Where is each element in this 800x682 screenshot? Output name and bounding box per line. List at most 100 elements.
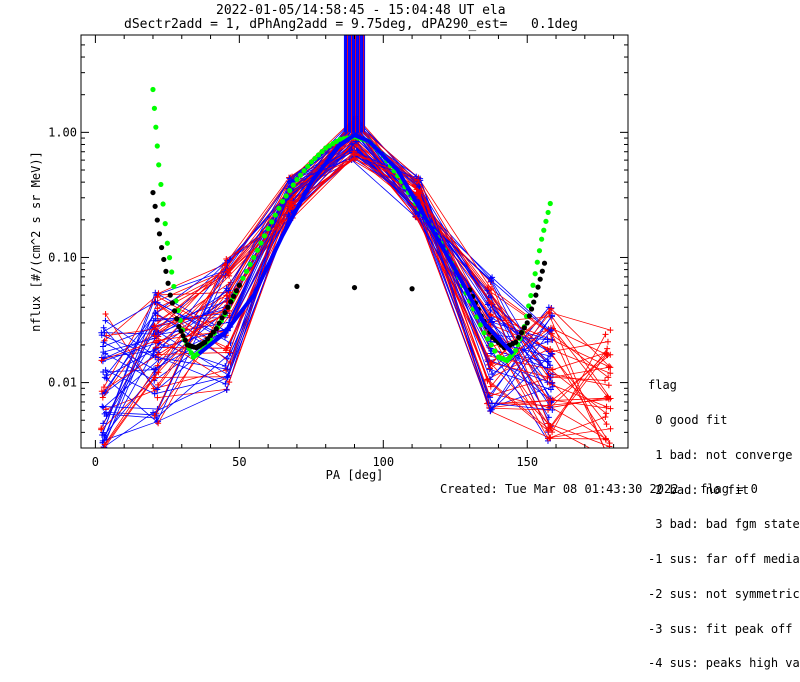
spectrum-point bbox=[605, 396, 612, 403]
y-tick-label: 0.10 bbox=[48, 250, 77, 264]
spectrum-point bbox=[98, 329, 105, 336]
spectrum-point bbox=[99, 343, 106, 350]
spectrum-point bbox=[150, 317, 157, 324]
spectrum-point bbox=[101, 410, 108, 417]
spectrum-point bbox=[100, 429, 107, 436]
fit-point bbox=[531, 299, 537, 305]
spectrum-point bbox=[547, 402, 554, 409]
fit-point bbox=[240, 275, 246, 281]
fit-point bbox=[158, 181, 164, 188]
fit-point bbox=[283, 193, 289, 199]
spectrum-point bbox=[99, 437, 106, 444]
spectrum-point bbox=[151, 412, 158, 419]
spectrum-point bbox=[350, 150, 357, 157]
spectrum-point bbox=[223, 367, 230, 374]
chart-subtitle: dSectr2add = 1, dPhAng2add = 9.75deg, dP… bbox=[124, 17, 578, 32]
spectrum-point bbox=[602, 377, 609, 384]
spectrum-point bbox=[100, 420, 107, 427]
spectrum-point bbox=[351, 154, 358, 161]
fit-point bbox=[269, 219, 275, 225]
fit-point bbox=[162, 221, 168, 227]
spectrum-point bbox=[154, 381, 161, 388]
spectrum-point bbox=[604, 352, 611, 359]
fit-point bbox=[150, 86, 156, 93]
fit-point bbox=[537, 276, 543, 282]
spectrum-point bbox=[549, 429, 556, 436]
spectrum-point bbox=[103, 371, 110, 378]
spectrum-point bbox=[414, 177, 421, 184]
spectrum-line bbox=[104, 150, 611, 445]
fit-point bbox=[287, 187, 293, 194]
spectrum-point bbox=[101, 432, 108, 439]
spectrum-point bbox=[549, 380, 556, 387]
fit-point bbox=[182, 337, 188, 343]
spectrum-point bbox=[487, 407, 494, 414]
fit-point bbox=[233, 288, 240, 294]
spectrum-point bbox=[549, 337, 556, 344]
spectrum-point bbox=[547, 396, 554, 403]
spectrum-point bbox=[222, 380, 229, 387]
spectrum-point bbox=[604, 345, 611, 352]
flag-legend: flag 0 good fit 1 bad: not converge 2 ba… bbox=[648, 357, 800, 682]
spectrum-point bbox=[287, 203, 294, 210]
spectrum-line bbox=[154, 143, 608, 370]
spectrum-point bbox=[227, 359, 234, 366]
spectrum-point bbox=[605, 453, 611, 459]
fit-point bbox=[541, 260, 548, 266]
fit-point bbox=[530, 282, 536, 288]
legend-item: 0 good fit bbox=[648, 412, 728, 427]
spectrum-point bbox=[99, 358, 106, 365]
spectrum-point bbox=[154, 293, 161, 300]
individual-spectra-lines bbox=[98, 35, 614, 462]
spectrum-point bbox=[602, 331, 609, 338]
fit-point bbox=[171, 308, 178, 314]
spectrum-point bbox=[102, 367, 109, 374]
fit-point bbox=[247, 261, 253, 268]
fit-point bbox=[219, 315, 225, 321]
fit-point bbox=[516, 334, 522, 341]
spectrum-point bbox=[226, 379, 233, 386]
fit-point bbox=[254, 247, 260, 253]
spectrum-point bbox=[607, 425, 614, 432]
spectrum-point bbox=[606, 363, 613, 370]
fit-point bbox=[543, 218, 549, 224]
fit-point bbox=[315, 152, 322, 158]
fit-point bbox=[222, 309, 228, 316]
spectrum-point bbox=[488, 278, 495, 285]
spectrum-point bbox=[605, 382, 612, 389]
spectrum-point bbox=[607, 370, 614, 377]
spectrum-point bbox=[602, 435, 609, 442]
fit-point bbox=[351, 284, 358, 291]
chart-title: 2022-01-05/14:58:45 - 15:04:48 UT ela bbox=[216, 3, 506, 18]
spectrum-point bbox=[548, 305, 555, 312]
fit-point bbox=[156, 231, 163, 237]
spectrum-point bbox=[489, 318, 496, 325]
spectrum-point bbox=[606, 456, 612, 462]
spectrum-point bbox=[99, 394, 106, 401]
fit-point bbox=[165, 280, 171, 286]
fit-point bbox=[532, 271, 538, 277]
x-tick-label: 100 bbox=[372, 455, 394, 469]
spectrum-point bbox=[487, 306, 494, 313]
fit-point bbox=[279, 198, 286, 205]
spectrum-point bbox=[155, 420, 162, 427]
spectrum-point bbox=[226, 272, 233, 279]
spectrum-point bbox=[222, 271, 229, 278]
spectrum-point bbox=[545, 414, 552, 421]
spectrum-point bbox=[547, 362, 554, 369]
fit-point bbox=[533, 292, 539, 298]
x-tick-label: 50 bbox=[232, 455, 246, 469]
spectrum-point bbox=[489, 371, 496, 378]
fit-point bbox=[481, 330, 487, 336]
spectrum-point bbox=[155, 369, 162, 376]
spectrum-point bbox=[150, 366, 157, 373]
fit-point bbox=[216, 320, 222, 326]
spectrum-point bbox=[102, 317, 109, 324]
spectrum-point bbox=[100, 324, 107, 331]
fit-point bbox=[251, 254, 257, 261]
fit-point bbox=[521, 325, 527, 331]
fit-point bbox=[151, 105, 158, 111]
spectrum-point bbox=[602, 413, 609, 420]
x-tick-label: 0 bbox=[92, 455, 99, 469]
spectrum-line bbox=[154, 153, 611, 438]
